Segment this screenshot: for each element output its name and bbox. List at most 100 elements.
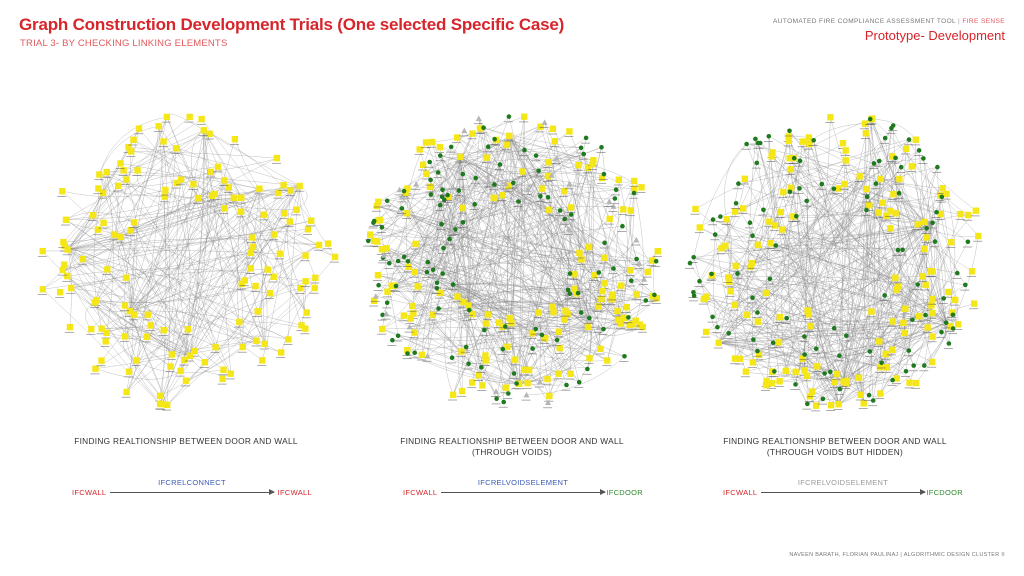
- graph-edge: [250, 190, 291, 269]
- wall-node: [123, 388, 130, 396]
- graph-edge: [905, 222, 933, 309]
- void-node: [399, 193, 406, 200]
- wall-node: [208, 192, 216, 199]
- wall-node: [792, 368, 799, 376]
- graph-edge: [569, 183, 610, 219]
- graph-edge: [768, 136, 776, 226]
- wall-node: [120, 167, 127, 174]
- graph-edge: [468, 116, 510, 306]
- wall-node: [805, 134, 813, 141]
- wall-node: [806, 140, 813, 148]
- door-node: [428, 177, 433, 183]
- wall-node: [66, 323, 74, 331]
- wall-node: [654, 248, 661, 255]
- wall-node: [835, 185, 842, 192]
- graph-edge: [67, 130, 204, 250]
- graph-edge: [267, 269, 306, 287]
- wall-node: [578, 256, 585, 263]
- door-node: [376, 282, 381, 288]
- graph-edge: [167, 277, 316, 406]
- wall-node: [856, 173, 863, 180]
- wall-node: [908, 163, 915, 170]
- wall-node: [324, 240, 332, 247]
- door-node: [687, 260, 693, 266]
- door-node: [866, 392, 872, 398]
- wall-node: [868, 308, 875, 315]
- door-node: [939, 329, 944, 335]
- door-node: [697, 278, 702, 284]
- graph-edge: [240, 211, 307, 313]
- wall-node: [876, 338, 883, 345]
- wall-node: [601, 280, 608, 287]
- graph-edge: [718, 314, 926, 343]
- wall-node: [190, 181, 197, 188]
- graph-edge: [509, 135, 640, 264]
- graph-edge: [519, 188, 543, 384]
- graph-edge: [201, 118, 306, 256]
- graph-edge: [775, 245, 947, 323]
- door-node: [652, 292, 657, 298]
- wall-node: [280, 181, 287, 189]
- wall-node: [286, 218, 293, 225]
- door-node: [709, 271, 714, 277]
- wall-node: [780, 188, 787, 196]
- graph-edge: [838, 210, 976, 405]
- wall-node: [928, 267, 935, 275]
- door-node: [802, 352, 807, 357]
- graph-edge: [251, 237, 320, 246]
- graph-edge: [82, 195, 212, 260]
- graph-edge: [303, 281, 307, 313]
- graph-edge: [259, 188, 265, 344]
- graph-edge: [711, 275, 953, 315]
- door-node: [735, 271, 740, 276]
- door-node: [596, 270, 602, 275]
- graph-edge: [386, 313, 482, 368]
- void-node: [396, 186, 403, 193]
- graph-edge: [509, 135, 567, 386]
- wall-node: [833, 370, 841, 378]
- wall-node: [212, 343, 219, 351]
- graph-edge: [524, 147, 602, 159]
- graph-edge: [693, 257, 947, 323]
- door-node: [753, 136, 758, 142]
- wall-node: [90, 212, 97, 219]
- graph-edge: [706, 222, 933, 333]
- graph-edge: [799, 188, 926, 316]
- wall-node: [135, 125, 143, 132]
- graph-edge: [421, 135, 510, 355]
- wall-node: [121, 302, 129, 309]
- wall-node: [239, 343, 246, 351]
- graph-edge: [544, 122, 557, 159]
- graph-edge: [67, 275, 171, 367]
- wall-node: [804, 307, 811, 314]
- graph-edge: [71, 252, 251, 289]
- graph-edge: [589, 180, 635, 359]
- void-node: [406, 323, 413, 330]
- wall-node: [98, 325, 105, 332]
- graph-nodes: [37, 113, 340, 411]
- wall-node: [782, 367, 789, 374]
- wall-node: [128, 148, 135, 155]
- graph-edge: [95, 368, 181, 380]
- wall-node: [576, 249, 583, 256]
- graph-edge: [812, 209, 867, 392]
- graph-edge: [288, 185, 300, 340]
- wall-node: [125, 368, 133, 375]
- wall-node: [629, 320, 636, 328]
- graph-edge: [463, 288, 603, 303]
- graph-edge: [718, 303, 975, 343]
- wall-node: [231, 136, 239, 143]
- graph-edge: [728, 277, 844, 382]
- graph-edge: [717, 326, 758, 352]
- wall-node: [476, 125, 484, 132]
- wall-node: [785, 137, 792, 144]
- graph-edge: [769, 278, 947, 323]
- wall-node: [975, 232, 982, 240]
- graph-edge: [419, 149, 640, 264]
- graph-edge: [242, 185, 300, 348]
- wall-node: [126, 308, 133, 315]
- wall-node: [700, 295, 708, 303]
- door-node: [761, 207, 766, 213]
- wall-node: [749, 359, 757, 366]
- wall-node: [928, 302, 935, 309]
